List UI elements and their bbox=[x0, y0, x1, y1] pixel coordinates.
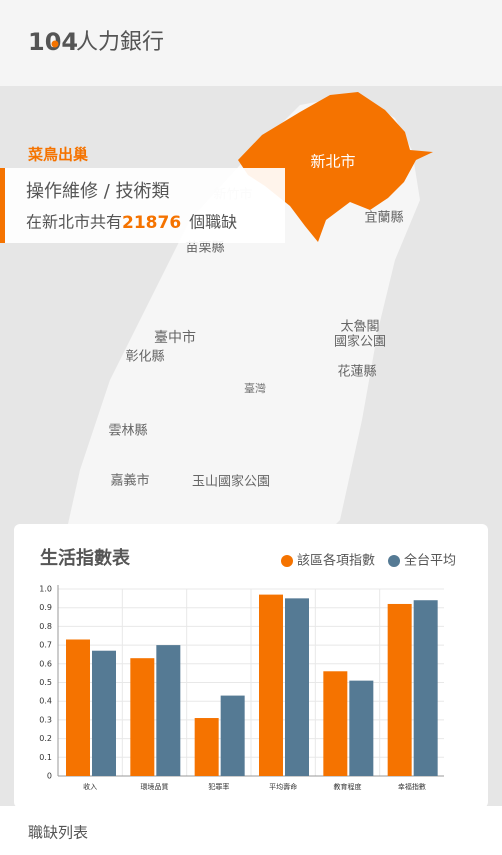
logo-text[interactable]: 人力銀行 bbox=[76, 30, 164, 55]
x-tick-label: 幸福指數 bbox=[398, 782, 426, 791]
bar bbox=[259, 594, 283, 776]
map-label: 臺中市 bbox=[154, 329, 196, 346]
chart: 0 0.1 0.2 0.3 0.4 0.5 0.6 0.7 0.8 0.9 1.0 收入 環境品質 犯罪率… bbox=[39, 553, 456, 792]
legend-swatch bbox=[388, 555, 401, 567]
bar bbox=[92, 650, 116, 776]
y-tick-label: 0.4 bbox=[39, 697, 52, 706]
job-count-prefix: 在新北市共有 bbox=[26, 213, 122, 232]
job-category: 操作維修 / 技術類 bbox=[26, 181, 170, 202]
legend-swatch bbox=[281, 555, 293, 567]
bar bbox=[66, 639, 90, 776]
map-label: 彰化縣 bbox=[125, 349, 164, 365]
map-label: 國家公園 bbox=[334, 334, 386, 350]
map-label: 嘉義市 bbox=[110, 473, 149, 489]
y-tick-label: 0.8 bbox=[39, 622, 52, 631]
y-tick-label: 0.1 bbox=[39, 753, 52, 762]
bar bbox=[349, 680, 374, 776]
x-tick-label: 犯罪率 bbox=[208, 782, 229, 791]
bar bbox=[323, 671, 348, 776]
map-label: 花蓮縣 bbox=[337, 364, 376, 380]
chart-title: 生活指數表 bbox=[40, 547, 131, 569]
job-count: 21876 bbox=[122, 213, 181, 233]
map-label: 宜蘭縣 bbox=[364, 210, 403, 226]
job-tag: 菜鳥出巢 bbox=[27, 146, 88, 164]
job-card bbox=[0, 168, 285, 243]
y-tick-label: 0.7 bbox=[39, 641, 52, 650]
bar bbox=[220, 695, 245, 776]
map-label: 臺灣 bbox=[244, 381, 266, 395]
map-label: 玉山國家公園 bbox=[192, 474, 270, 490]
y-tick-label: 0.2 bbox=[39, 734, 52, 743]
map-labels: 新北市宜蘭縣新竹市苗栗縣臺中市彰化縣太魯閣國家公園花蓮縣臺灣雲林縣嘉義市玉山國家… bbox=[108, 153, 403, 490]
bar bbox=[130, 658, 155, 776]
x-tick-label: 平均壽命 bbox=[269, 782, 297, 791]
footer-link[interactable]: 職缺列表 bbox=[28, 824, 88, 842]
header-bg bbox=[0, 0, 502, 86]
bar bbox=[387, 603, 412, 776]
bar bbox=[194, 718, 219, 776]
y-tick-label: 0.5 bbox=[39, 678, 52, 687]
legend-label: 該區各項指數 bbox=[297, 553, 375, 569]
x-tick-label: 環境品質 bbox=[141, 782, 169, 791]
y-tick-label: 0.3 bbox=[39, 715, 52, 724]
x-tick-label: 教育程度 bbox=[334, 782, 362, 791]
map-label: 新北市 bbox=[310, 153, 355, 171]
y-tick-label: 0.6 bbox=[39, 659, 52, 668]
map-label: 苗栗縣 bbox=[185, 241, 224, 256]
region-highlight[interactable] bbox=[238, 92, 433, 242]
logo-dot bbox=[51, 40, 59, 48]
bar bbox=[285, 598, 309, 776]
y-tick-label: 1.0 bbox=[39, 585, 52, 594]
map-label: 雲林縣 bbox=[108, 424, 147, 439]
bar bbox=[156, 645, 181, 776]
y-tick-label: 0.9 bbox=[39, 603, 52, 612]
job-card-accent bbox=[0, 168, 5, 243]
y-tick-label: 0 bbox=[47, 772, 52, 781]
legend-label: 全台平均 bbox=[404, 553, 456, 569]
job-count-suffix: 個職缺 bbox=[189, 213, 237, 232]
x-tick-label: 收入 bbox=[83, 782, 97, 791]
bar bbox=[413, 600, 438, 776]
map-label: 太魯閣 bbox=[340, 320, 379, 335]
